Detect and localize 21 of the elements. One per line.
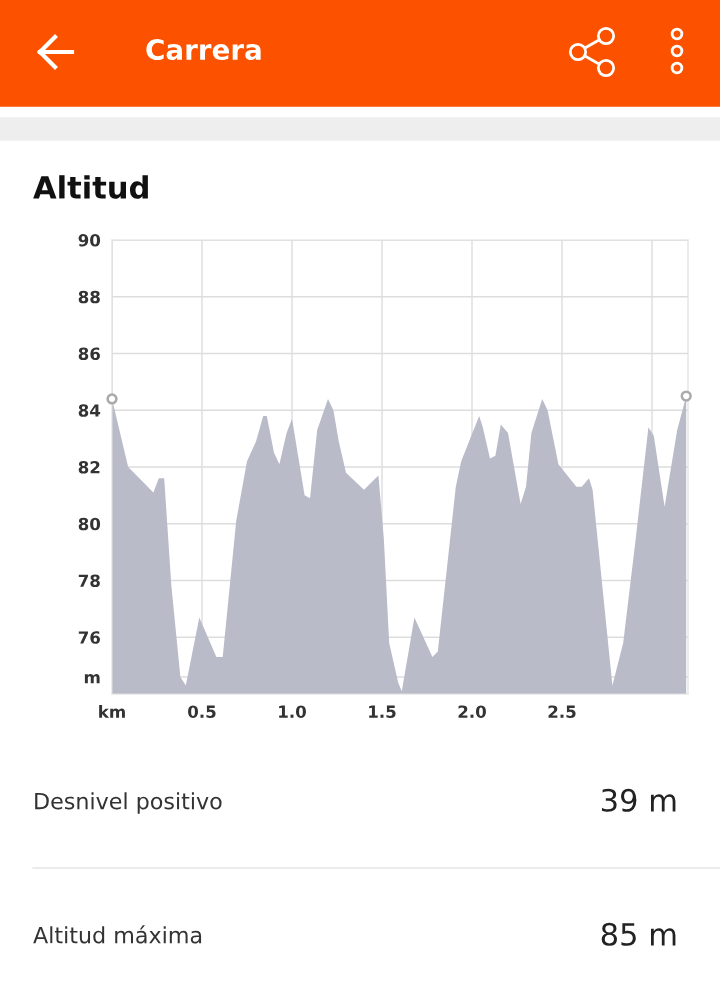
text: 39 m <box>601 788 676 812</box>
y-tick-label: 90 <box>78 233 101 247</box>
y-tick-label: m <box>84 673 100 684</box>
y-tick-label: 78 <box>78 574 100 588</box>
text: Altitud máxima <box>33 925 202 944</box>
y-tick-label: 84 <box>78 404 101 417</box>
x-tick-label: 2.0 <box>458 705 486 719</box>
y-tick-label: 88 <box>78 290 100 304</box>
chart-title: Carrera <box>146 39 261 61</box>
x-tick-label: 1.5 <box>369 705 396 719</box>
x-tick-label: 2.5 <box>548 705 576 719</box>
y-tick-label: 76 <box>78 631 100 644</box>
y-tick-label: 80 <box>78 517 101 531</box>
y-tick-label: 82 <box>78 460 100 474</box>
text: Desnivel positivo <box>35 792 222 814</box>
x-tick-label: km <box>99 705 125 718</box>
x-tick-label: 0.5 <box>188 705 216 719</box>
chart-subtitle: Altitud <box>33 175 148 199</box>
text: 85 m <box>601 922 676 946</box>
y-tick-label: 86 <box>78 347 100 361</box>
x-tick-label: 1.0 <box>279 705 306 719</box>
